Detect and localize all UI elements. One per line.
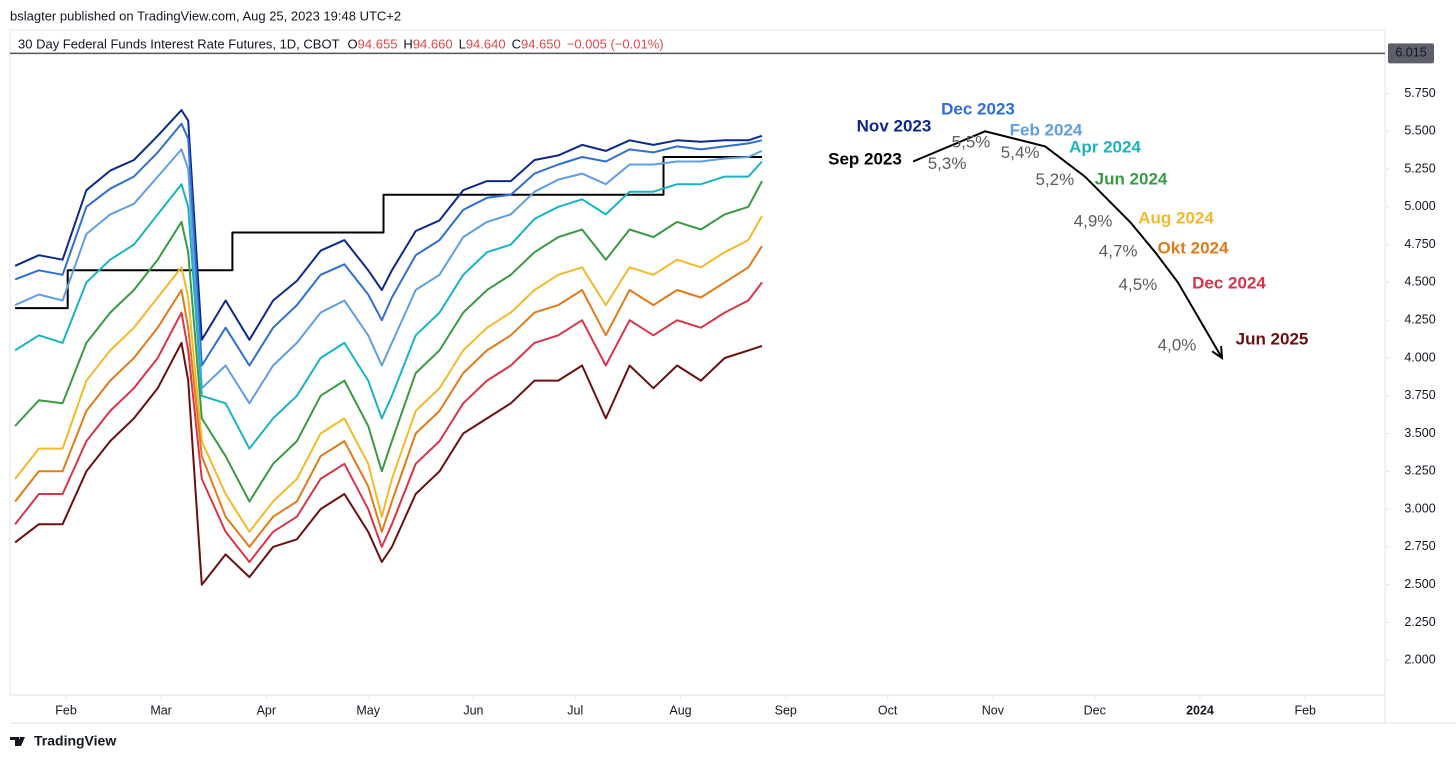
y-tick-label: 2.250 bbox=[1404, 615, 1435, 629]
projection-label: 5,5% bbox=[952, 133, 991, 152]
y-tick-label: 4.250 bbox=[1404, 312, 1435, 326]
legend-label: Jun 2025 bbox=[1236, 329, 1309, 348]
x-tick-label: 2024 bbox=[1186, 703, 1214, 717]
y-tick-label: 2.000 bbox=[1404, 653, 1435, 667]
pane-border bbox=[9, 29, 1386, 696]
projection-arrowhead bbox=[1211, 345, 1224, 360]
series-line bbox=[14, 148, 763, 405]
y-tick-label: 4.000 bbox=[1404, 350, 1435, 364]
y-tick-label: 5.250 bbox=[1404, 161, 1435, 175]
projection-label: 4,5% bbox=[1119, 275, 1158, 294]
legend-label: Aug 2024 bbox=[1138, 208, 1214, 227]
y-tick-label: 5.750 bbox=[1404, 86, 1435, 100]
y-tick-label: 2.750 bbox=[1404, 539, 1435, 553]
y-tick-label: 3.500 bbox=[1404, 426, 1435, 440]
series-line bbox=[14, 180, 763, 503]
x-tick-label: Feb bbox=[55, 703, 77, 717]
ohlc-key: O bbox=[348, 36, 358, 51]
ohlc-value: 94.660 bbox=[413, 36, 453, 51]
projection-label: 4,9% bbox=[1074, 211, 1113, 230]
brand: TradingView bbox=[10, 733, 116, 749]
series-line bbox=[14, 109, 763, 341]
y-tick-label: 3.750 bbox=[1404, 388, 1435, 402]
symbol-name: 30 Day Federal Funds Interest Rate Futur… bbox=[18, 36, 340, 51]
brand-logo bbox=[10, 737, 25, 746]
symbol-legend: 30 Day Federal Funds Interest Rate Futur… bbox=[18, 36, 664, 51]
x-tick-label: Mar bbox=[150, 703, 172, 717]
x-tick-label: Jul bbox=[567, 703, 583, 717]
x-tick-label: Oct bbox=[878, 703, 898, 717]
ohlc-key: H bbox=[403, 36, 412, 51]
legend-label: Jun 2024 bbox=[1095, 169, 1168, 188]
y-tick-label: 5.500 bbox=[1404, 124, 1435, 138]
y-tick-label: 4.750 bbox=[1404, 237, 1435, 251]
y-tick-label: 3.000 bbox=[1404, 501, 1435, 515]
legend-label: Dec 2024 bbox=[1192, 273, 1266, 292]
projection-label: 5,4% bbox=[1001, 143, 1040, 162]
y-tick-label: 2.500 bbox=[1404, 577, 1435, 591]
legend-label: Nov 2023 bbox=[857, 116, 932, 135]
price-tag bbox=[1388, 43, 1434, 64]
x-tick-label: Apr bbox=[257, 703, 276, 717]
byline: bslagter published on TradingView.com, A… bbox=[10, 8, 401, 23]
legend-label: Okt 2024 bbox=[1158, 238, 1229, 257]
series-line bbox=[14, 122, 763, 367]
ohlc-value: 94.650 bbox=[521, 36, 561, 51]
projection-label: 4,7% bbox=[1099, 242, 1138, 261]
projection-label: 5,2% bbox=[1036, 170, 1075, 189]
legend-label: Sep 2023 bbox=[828, 149, 902, 168]
series-line bbox=[14, 281, 763, 563]
ohlc-value: 94.640 bbox=[466, 36, 506, 51]
x-tick-label: Feb bbox=[1294, 703, 1316, 717]
ohlc-change: −0.005 (−0.01%) bbox=[567, 36, 664, 51]
y-tick-label: 3.250 bbox=[1404, 464, 1435, 478]
legend-label: Dec 2023 bbox=[941, 99, 1015, 118]
x-tick-label: Dec bbox=[1084, 703, 1106, 717]
legend-label: Feb 2024 bbox=[1010, 120, 1083, 139]
projection-label: 4,0% bbox=[1158, 335, 1197, 354]
price-tag-label: 6.015 bbox=[1395, 46, 1426, 60]
series-line bbox=[14, 341, 763, 586]
projection-label: 5,3% bbox=[928, 154, 967, 173]
ohlc-key: C bbox=[512, 36, 521, 51]
series-line bbox=[14, 215, 763, 533]
x-tick-label: Jun bbox=[463, 703, 483, 717]
ohlc-value: 94.655 bbox=[358, 36, 398, 51]
y-tick-label: 4.500 bbox=[1404, 275, 1435, 289]
projection-line bbox=[912, 130, 1223, 359]
series-line bbox=[14, 245, 763, 548]
legend-label: Apr 2024 bbox=[1069, 137, 1141, 156]
x-tick-label: May bbox=[356, 703, 380, 717]
x-tick-label: Nov bbox=[982, 703, 1005, 717]
brand-name: TradingView bbox=[34, 733, 116, 749]
x-tick-label: Aug bbox=[669, 703, 691, 717]
series-line bbox=[14, 160, 763, 450]
ohlc-key: L bbox=[459, 36, 466, 51]
x-tick-label: Sep bbox=[775, 703, 797, 717]
y-tick-label: 5.000 bbox=[1404, 199, 1435, 213]
